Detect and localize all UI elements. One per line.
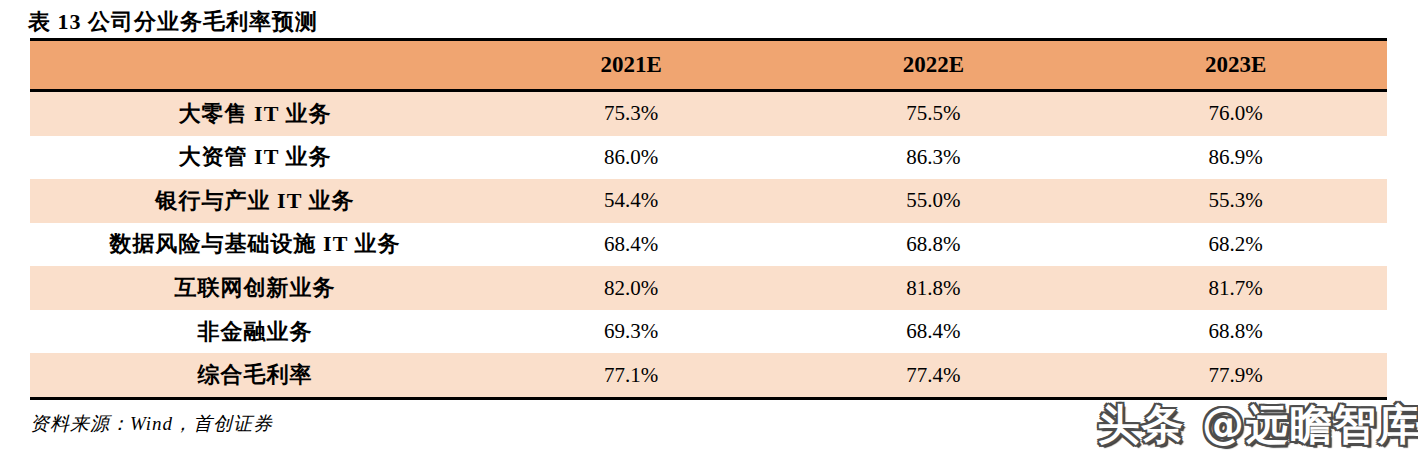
header-cell-2021e: 2021E	[480, 52, 782, 78]
value-cell: 75.5%	[782, 101, 1084, 126]
row-label-cell: 大资管 IT 业务	[30, 142, 480, 172]
value-cell: 77.9%	[1085, 363, 1387, 388]
table-row: 非金融业务 69.3% 68.4% 68.8%	[30, 310, 1387, 354]
table-row: 综合毛利率 77.1% 77.4% 77.9%	[30, 353, 1387, 397]
row-label-cell: 非金融业务	[30, 317, 480, 347]
table-title: 表 13 公司分业务毛利率预测	[28, 7, 318, 37]
header-cell-2023e: 2023E	[1085, 52, 1387, 78]
value-cell: 68.4%	[782, 319, 1084, 344]
row-label-cell: 数据风险与基础设施 IT 业务	[30, 229, 480, 259]
row-label-cell: 互联网创新业务	[30, 273, 480, 303]
table-row: 银行与产业 IT 业务 54.4% 55.0% 55.3%	[30, 179, 1387, 223]
table-row: 互联网创新业务 82.0% 81.8% 81.7%	[30, 266, 1387, 310]
value-cell: 81.8%	[782, 276, 1084, 301]
value-cell: 81.7%	[1085, 276, 1387, 301]
value-cell: 55.3%	[1085, 188, 1387, 213]
gross-margin-forecast-table: 2021E 2022E 2023E 大零售 IT 业务 75.3% 75.5% …	[30, 38, 1387, 400]
watermark: 头条 @远瞻智库	[1097, 397, 1418, 453]
table-row: 大资管 IT 业务 86.0% 86.3% 86.9%	[30, 136, 1387, 180]
value-cell: 75.3%	[480, 101, 782, 126]
value-cell: 55.0%	[782, 188, 1084, 213]
value-cell: 68.4%	[480, 232, 782, 257]
value-cell: 86.0%	[480, 145, 782, 170]
report-table-page: 表 13 公司分业务毛利率预测 2021E 2022E 2023E 大零售 IT…	[0, 0, 1418, 457]
row-label-cell: 综合毛利率	[30, 360, 480, 390]
row-label-cell: 大零售 IT 业务	[30, 99, 480, 129]
value-cell: 82.0%	[480, 276, 782, 301]
value-cell: 69.3%	[480, 319, 782, 344]
value-cell: 68.8%	[782, 232, 1084, 257]
value-cell: 77.4%	[782, 363, 1084, 388]
table-header-row: 2021E 2022E 2023E	[30, 41, 1387, 92]
value-cell: 77.1%	[480, 363, 782, 388]
value-cell: 54.4%	[480, 188, 782, 213]
value-cell: 86.9%	[1085, 145, 1387, 170]
header-cell-2022e: 2022E	[782, 52, 1084, 78]
row-label-cell: 银行与产业 IT 业务	[30, 186, 480, 216]
value-cell: 86.3%	[782, 145, 1084, 170]
value-cell: 76.0%	[1085, 101, 1387, 126]
value-cell: 68.2%	[1085, 232, 1387, 257]
value-cell: 68.8%	[1085, 319, 1387, 344]
table-row: 大零售 IT 业务 75.3% 75.5% 76.0%	[30, 92, 1387, 136]
source-note: 资料来源：Wind，首创证券	[30, 411, 273, 437]
table-row: 数据风险与基础设施 IT 业务 68.4% 68.8% 68.2%	[30, 223, 1387, 267]
